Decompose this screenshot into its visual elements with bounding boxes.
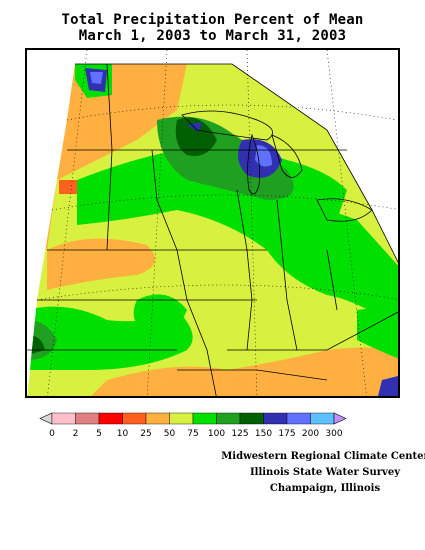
credit-line1: Midwestern Regional Climate Center (221, 451, 425, 462)
legend-swatch (75, 412, 100, 425)
legend-swatch (216, 412, 241, 425)
legend-swatch (239, 412, 264, 425)
legend-tick-label: 200 (302, 429, 319, 439)
legend-swatch (263, 412, 288, 425)
legend-swatch (122, 412, 147, 425)
legend-swatch (98, 412, 123, 425)
legend-tick-label: 50 (164, 429, 176, 439)
color-legend: 0 2 5 10 25 50 75 100 125 150 175 200 300 (39, 412, 347, 439)
map-title-line2: March 1, 2003 to March 31, 2003 (78, 28, 347, 44)
legend-tick-label: 300 (325, 429, 342, 439)
credit-line2: Illinois State Water Survey (249, 467, 401, 478)
legend-tick-label: 5 (96, 429, 102, 439)
legend-tick-label: 2 (73, 429, 79, 439)
legend-swatch (51, 412, 76, 425)
precip-field (27, 64, 398, 396)
legend-tick-label: 10 (117, 429, 129, 439)
legend-swatch (286, 412, 311, 425)
map-title-line1: Total Precipitation Percent of Mean (61, 12, 364, 28)
legend-arrow-low (39, 412, 53, 425)
map-canvas (27, 50, 398, 396)
legend-swatch (169, 412, 194, 425)
legend-swatch (310, 412, 335, 425)
legend-tick-label: 25 (140, 429, 151, 439)
legend-tick-label: 125 (231, 429, 248, 439)
credit-line3: Champaign, Illinois (269, 483, 381, 494)
lat-lon-grid (36, 50, 398, 396)
precipitation-map (25, 48, 400, 398)
legend-swatch (145, 412, 170, 425)
legend-arrow-high (333, 412, 347, 425)
legend-tick-label: 100 (208, 429, 225, 439)
legend-tick-label: 75 (187, 429, 198, 439)
legend-swatch (192, 412, 217, 425)
legend-tick-label: 0 (49, 429, 55, 439)
legend-tick-label: 175 (278, 429, 295, 439)
legend-tick-label: 150 (255, 429, 272, 439)
domain-edge (75, 63, 398, 263)
state-boundaries (27, 63, 398, 396)
